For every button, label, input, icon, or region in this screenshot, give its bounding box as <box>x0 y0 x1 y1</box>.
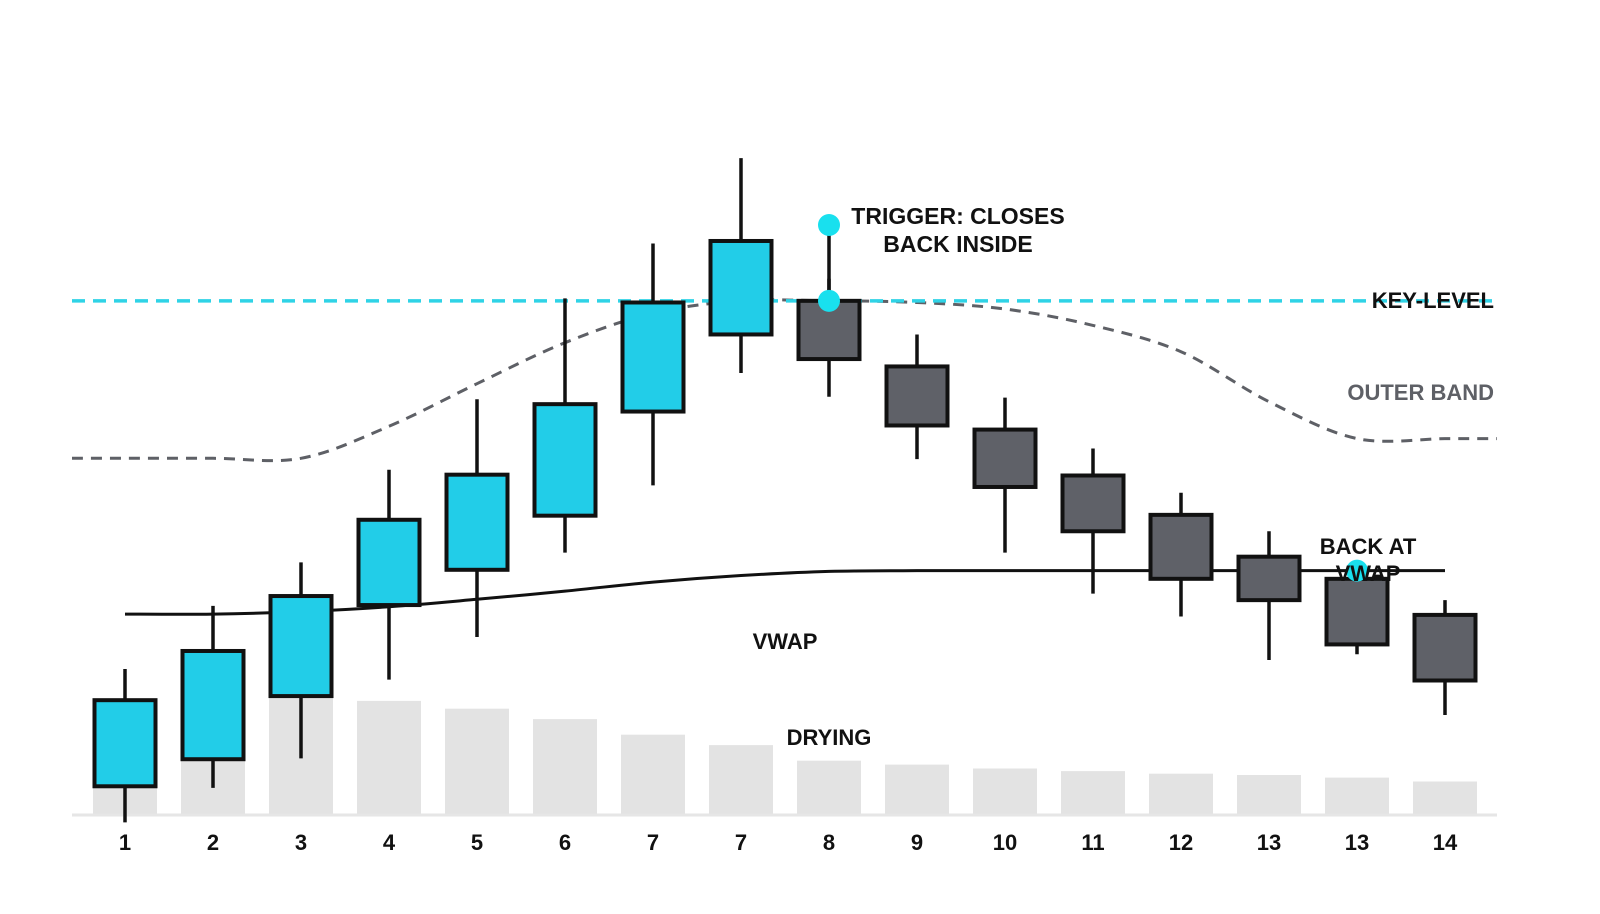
volume-bar <box>533 719 597 814</box>
volume-bar <box>445 708 509 814</box>
volume-bar <box>885 764 949 814</box>
candle-body <box>708 238 774 337</box>
volume-bar <box>1149 773 1213 814</box>
x-tick-label: 9 <box>911 830 923 855</box>
candle-body <box>180 648 246 762</box>
back-at-vwap-label-line1: BACK AT <box>1320 534 1417 559</box>
candle <box>180 605 246 788</box>
candle-body <box>1148 512 1214 581</box>
candle-body <box>444 472 510 572</box>
outer-band-label: OUTER BAND <box>1347 380 1494 405</box>
candle-body <box>92 698 158 789</box>
candle-body <box>620 300 686 414</box>
candle-body <box>1236 554 1302 603</box>
candle-body <box>884 364 950 428</box>
trigger-label-line2: BACK INSIDE <box>883 231 1033 257</box>
trigger-marker-close <box>818 289 840 312</box>
candle <box>884 334 950 460</box>
vwap-line <box>124 569 1445 616</box>
back-at-vwap-label-line2: VWAP <box>1336 561 1401 586</box>
candle-body <box>1324 576 1390 647</box>
x-tick-label: 13 <box>1345 830 1369 855</box>
x-tick-label: 4 <box>383 830 396 855</box>
x-tick-label: 11 <box>1081 830 1104 855</box>
drying-label: DRYING <box>787 725 872 750</box>
volume-bar <box>797 760 861 814</box>
candle-body <box>972 427 1038 489</box>
x-tick-label: 3 <box>295 830 307 855</box>
trigger-label-line1: TRIGGER: CLOSES <box>851 203 1064 229</box>
candle <box>532 298 598 553</box>
volume-bar <box>709 745 773 814</box>
vwap-label: VWAP <box>753 629 818 654</box>
key-level-label: KEY-LEVEL <box>1372 288 1494 313</box>
candle <box>92 669 158 823</box>
x-tick-label: 7 <box>735 830 747 855</box>
candle <box>1060 448 1126 594</box>
outer-band-line <box>71 298 1497 463</box>
candle-body <box>532 402 598 518</box>
candle <box>1324 576 1390 655</box>
volume-bar <box>1325 777 1389 814</box>
x-tick-label: 8 <box>823 830 835 855</box>
candle <box>1148 492 1214 617</box>
x-tick-label: 7 <box>647 830 659 855</box>
candle <box>1412 600 1478 715</box>
candle-body <box>356 517 422 608</box>
candle <box>708 158 774 373</box>
x-tick-label: 14 <box>1433 830 1458 855</box>
candle <box>268 562 334 759</box>
candle <box>972 397 1038 553</box>
x-tick-label: 13 <box>1257 830 1281 855</box>
x-tick-label: 5 <box>471 830 483 855</box>
candle <box>1236 531 1302 660</box>
x-tick-label: 6 <box>559 830 571 855</box>
candle <box>444 399 510 638</box>
x-tick-label: 1 <box>119 830 131 855</box>
x-tick-labels: 1 2 3 4 5 6 7 7 8 9 10 11 12 13 13 14 <box>119 830 1458 855</box>
markers <box>818 214 1368 582</box>
volume-bar <box>973 768 1037 814</box>
volume-bar <box>1237 775 1301 814</box>
candles <box>92 158 1478 823</box>
x-tick-label: 2 <box>207 830 219 855</box>
x-tick-label: 10 <box>993 830 1017 855</box>
x-tick-label: 12 <box>1169 830 1193 855</box>
trigger-marker-upper <box>818 214 840 236</box>
candle-body <box>1060 473 1126 534</box>
candle-body <box>1412 612 1478 683</box>
candle <box>356 469 422 680</box>
volume-bar <box>1413 781 1477 814</box>
candle-body <box>268 594 334 699</box>
candle <box>620 243 686 486</box>
volume-bar <box>1061 771 1125 814</box>
volume-bar <box>357 700 421 814</box>
volume-bar <box>621 734 685 814</box>
vwap-touch-marker <box>1346 559 1368 582</box>
